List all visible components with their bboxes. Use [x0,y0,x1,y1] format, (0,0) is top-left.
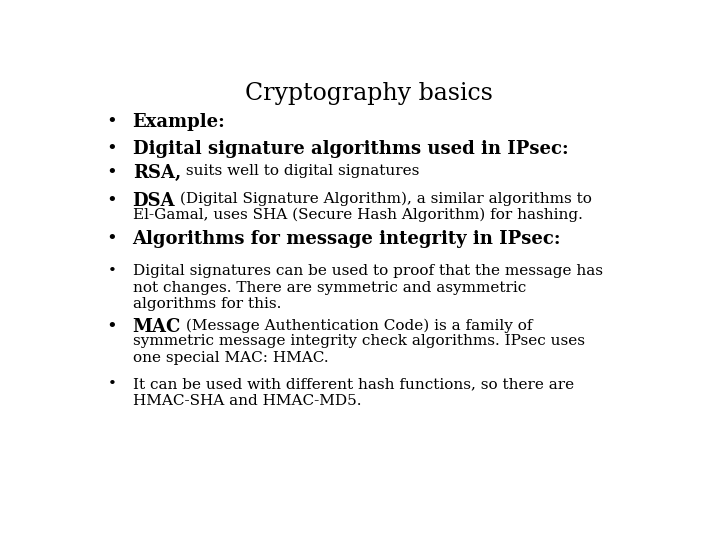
Text: Digital signature algorithms used in IPsec:: Digital signature algorithms used in IPs… [132,140,568,158]
Text: DSA: DSA [132,192,175,210]
Text: •: • [107,113,117,131]
Text: MAC: MAC [132,319,181,336]
Text: (Digital Signature Algorithm), a similar algorithms to: (Digital Signature Algorithm), a similar… [175,192,592,206]
Text: symmetric message integrity check algorithms. IPsec uses
one special MAC: HMAC.: symmetric message integrity check algori… [132,334,585,364]
Text: It can be used with different hash functions, so there are
HMAC-SHA and HMAC-MD5: It can be used with different hash funct… [132,377,574,408]
Text: •: • [107,192,117,210]
Text: (Message Authentication Code) is a family of: (Message Authentication Code) is a famil… [181,319,533,333]
Text: Digital signatures can be used to proof that the message has
not changes. There : Digital signatures can be used to proof … [132,265,603,311]
Text: Algorithms for message integrity in IPsec:: Algorithms for message integrity in IPse… [132,230,561,248]
Text: •: • [107,164,117,182]
Text: suits well to digital signatures: suits well to digital signatures [181,164,419,178]
Text: Example:: Example: [132,113,225,131]
Text: •: • [107,140,117,158]
Text: RSA,: RSA, [132,164,181,182]
Text: •: • [107,319,117,336]
Text: •: • [107,265,116,279]
Text: •: • [107,377,116,392]
Text: •: • [107,230,117,248]
Text: El-Gamal, uses SHA (Secure Hash Algorithm) for hashing.: El-Gamal, uses SHA (Secure Hash Algorith… [132,208,582,222]
Text: Cryptography basics: Cryptography basics [245,82,493,105]
